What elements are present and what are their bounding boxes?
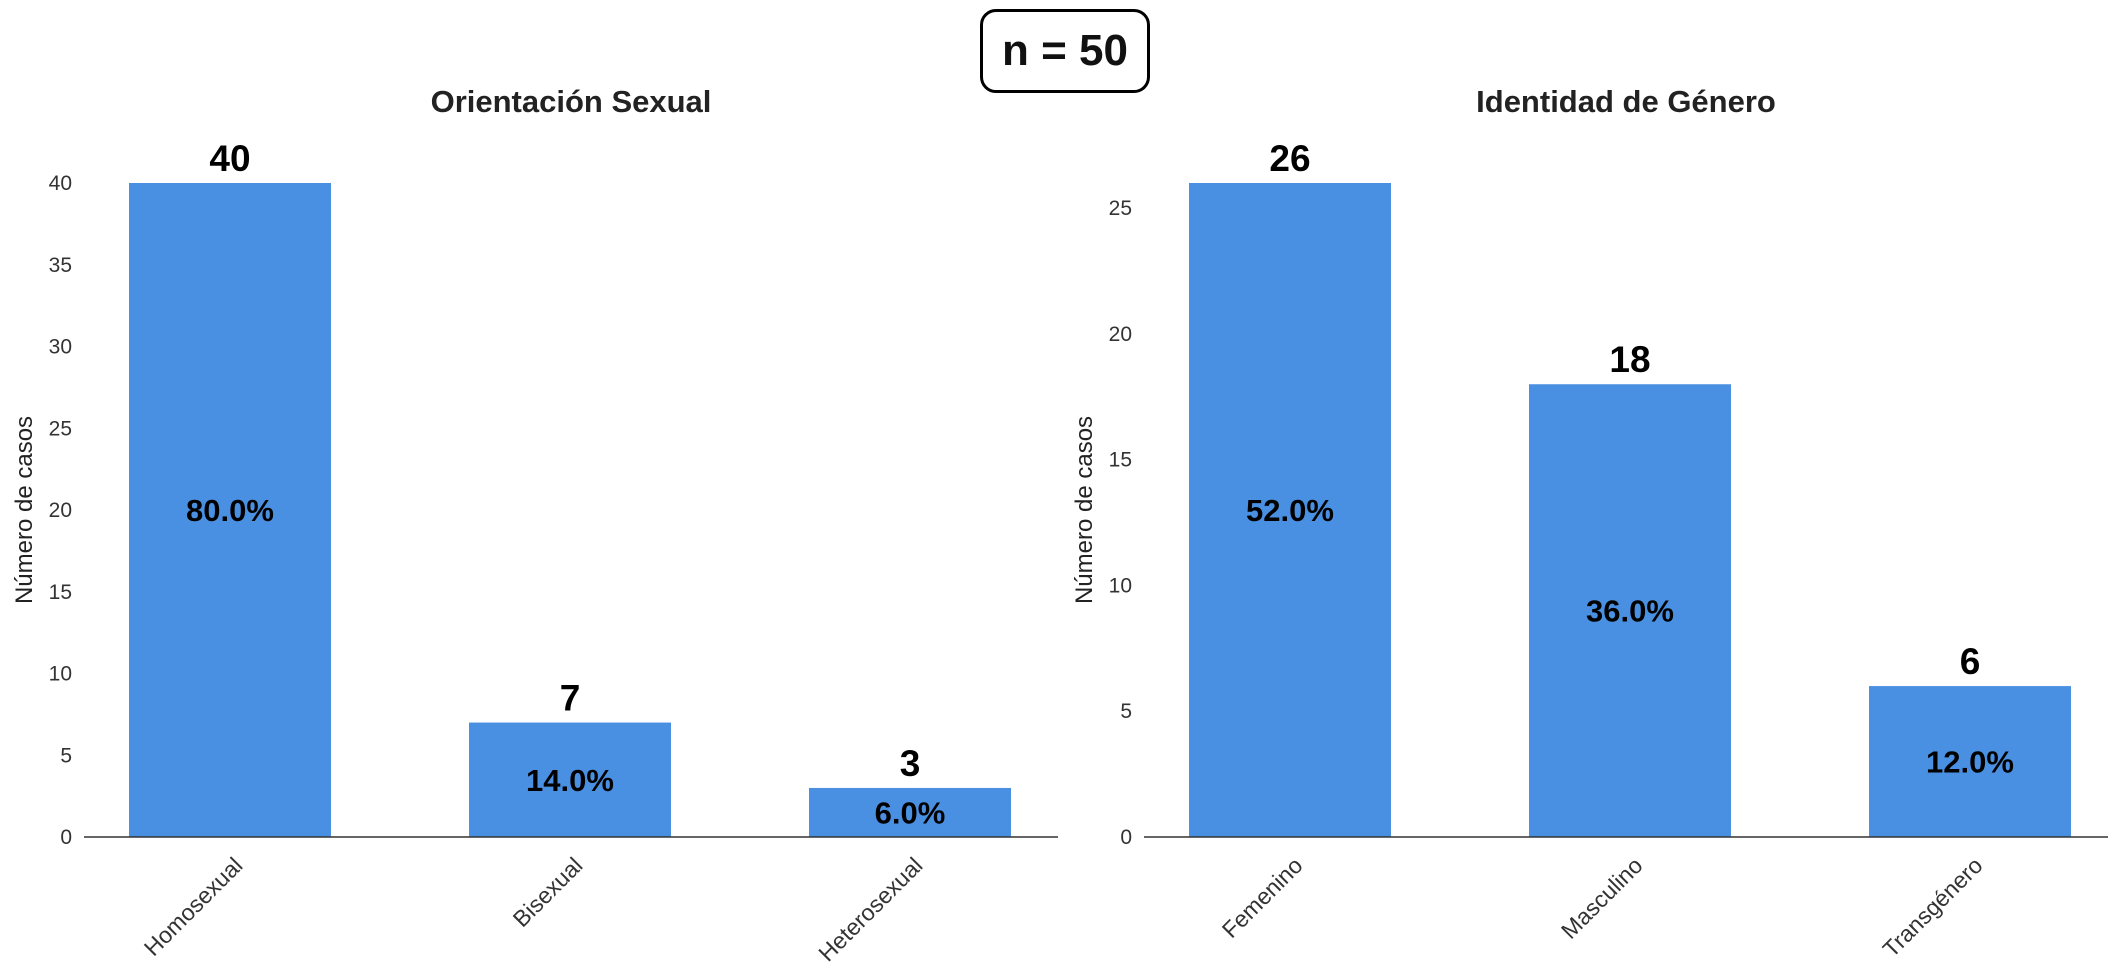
bar-value-label: 3 — [900, 743, 921, 784]
bar-percent-label: 12.0% — [1926, 745, 2014, 780]
bar-value-label: 40 — [209, 138, 250, 179]
x-tick-label: Transgénero — [1878, 852, 1988, 962]
x-tick-label: Femenino — [1217, 852, 1308, 943]
y-tick-label: 10 — [1109, 574, 1132, 597]
bar-percent-label: 14.0% — [526, 763, 614, 798]
bar-value-label: 7 — [560, 678, 581, 719]
y-tick-label: 20 — [1109, 323, 1132, 346]
chart-title: Orientación Sexual — [431, 84, 712, 119]
bar-femenino — [1189, 183, 1391, 837]
y-tick-label: 15 — [49, 581, 72, 604]
bar-percent-label: 80.0% — [186, 493, 274, 528]
bar-homosexual — [129, 183, 331, 837]
y-tick-label: 20 — [49, 499, 72, 522]
bar-masculino — [1529, 384, 1731, 837]
y-tick-label: 0 — [1120, 826, 1132, 849]
bar-percent-label: 52.0% — [1246, 493, 1334, 528]
y-tick-label: 35 — [49, 254, 72, 277]
y-tick-label: 30 — [49, 336, 72, 359]
bar-value-label: 6 — [1960, 641, 1981, 682]
y-axis-label: Número de casos — [11, 416, 38, 604]
y-tick-label: 0 — [60, 826, 72, 849]
x-tick-label: Heterosexual — [813, 852, 927, 966]
y-tick-label: 5 — [60, 744, 72, 767]
y-tick-label: 40 — [49, 172, 72, 195]
bar-percent-label: 36.0% — [1586, 594, 1674, 629]
bar-value-label: 18 — [1609, 339, 1650, 380]
bar-heterosexual — [809, 787, 1011, 837]
bar-value-label: 26 — [1269, 138, 1310, 179]
y-tick-label: 25 — [1109, 197, 1132, 220]
y-tick-label: 10 — [49, 663, 72, 686]
x-tick-label: Bisexual — [508, 852, 588, 932]
bar-percent-label: 6.0% — [875, 795, 946, 830]
chart-title: Identidad de Género — [1476, 84, 1776, 119]
x-tick-label: Masculino — [1556, 852, 1648, 944]
x-tick-label: Homosexual — [139, 852, 248, 961]
y-tick-label: 5 — [1120, 700, 1132, 723]
bar-bisexual — [469, 722, 671, 837]
sample-size-badge: n = 50 — [980, 9, 1150, 93]
y-tick-label: 15 — [1109, 449, 1132, 472]
bar-transgénero — [1869, 686, 2071, 837]
y-axis-label: Número de casos — [1071, 416, 1098, 604]
y-tick-label: 25 — [49, 417, 72, 440]
